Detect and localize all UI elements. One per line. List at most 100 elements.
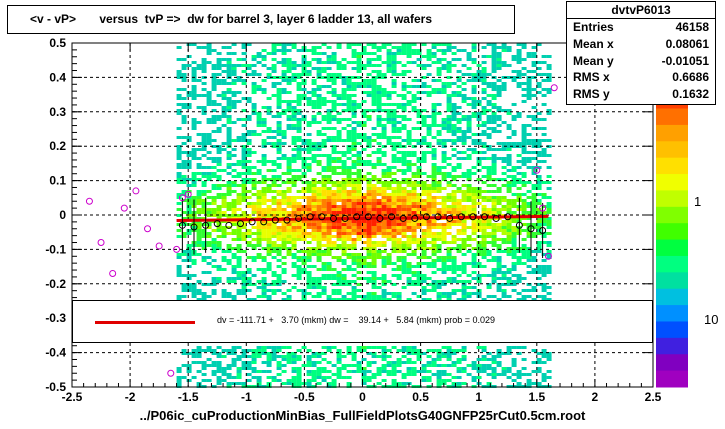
heat-cell <box>311 247 317 250</box>
heat-cell <box>471 292 477 295</box>
heat-cell <box>526 70 532 73</box>
heat-cell <box>236 202 242 205</box>
heat-cell <box>351 286 357 289</box>
heat-cell <box>406 118 412 121</box>
heat-cell <box>176 268 182 271</box>
heat-cell <box>311 286 317 289</box>
heat-cell <box>196 202 202 205</box>
heat-cell <box>351 232 357 235</box>
heat-cell <box>406 226 412 229</box>
heat-cell <box>361 148 367 151</box>
heat-cell <box>426 289 432 292</box>
heat-cell <box>381 250 387 253</box>
heat-cell <box>306 70 312 73</box>
heat-cell <box>351 370 357 373</box>
heat-cell <box>276 130 282 133</box>
heat-cell <box>421 190 427 193</box>
heat-cell <box>451 52 457 55</box>
heat-cell <box>261 163 267 166</box>
heat-cell <box>181 160 187 163</box>
heat-cell <box>486 175 492 178</box>
heat-cell <box>466 286 472 289</box>
heat-cell <box>281 211 287 214</box>
heat-cell <box>306 274 312 277</box>
heat-cell <box>491 61 497 64</box>
heat-cell <box>431 55 437 58</box>
heat-cell <box>516 172 522 175</box>
heat-cell <box>191 127 197 130</box>
heat-cell <box>501 283 507 286</box>
heat-cell <box>406 142 412 145</box>
heat-cell <box>371 52 377 55</box>
heat-cell <box>521 262 527 265</box>
heat-cell <box>531 139 537 142</box>
heat-cell <box>386 91 392 94</box>
heat-cell <box>446 211 452 214</box>
heat-cell <box>276 193 282 196</box>
heat-cell <box>396 181 402 184</box>
heat-cell <box>231 103 237 106</box>
heat-cell <box>306 184 312 187</box>
outer-point <box>144 225 152 233</box>
heat-cell <box>236 346 242 349</box>
heat-cell <box>471 220 477 223</box>
heat-cell <box>226 244 232 247</box>
heat-cell <box>451 82 457 85</box>
heat-cell <box>446 121 452 124</box>
heat-cell <box>201 361 207 364</box>
heat-cell <box>446 379 452 382</box>
heat-cell <box>216 364 222 367</box>
heat-cell <box>396 223 402 226</box>
heat-cell <box>471 166 477 169</box>
heat-cell <box>361 367 367 370</box>
heat-cell <box>241 361 247 364</box>
heat-cell <box>461 133 467 136</box>
heat-cell <box>251 370 257 373</box>
heat-cell <box>326 376 332 379</box>
heat-cell <box>461 190 467 193</box>
heat-cell <box>356 223 362 226</box>
heat-cell <box>291 247 297 250</box>
heat-cell <box>191 355 197 358</box>
heat-cell <box>491 256 497 259</box>
heat-cell <box>241 196 247 199</box>
heat-cell <box>271 223 277 226</box>
heat-cell <box>346 124 352 127</box>
heat-cell <box>331 103 337 106</box>
heat-cell <box>446 250 452 253</box>
heat-cell <box>256 202 262 205</box>
heat-cell <box>406 280 412 283</box>
heat-cell <box>451 220 457 223</box>
heat-cell <box>536 211 542 214</box>
heat-cell <box>266 205 272 208</box>
heat-cell <box>186 289 192 292</box>
heat-cell <box>181 232 187 235</box>
heat-cell <box>226 184 232 187</box>
heat-cell <box>291 355 297 358</box>
heat-cell <box>366 379 372 382</box>
heat-cell <box>541 223 547 226</box>
heat-cell <box>231 295 237 298</box>
heat-cell <box>246 235 252 238</box>
heat-cell <box>236 139 242 142</box>
heat-cell <box>401 46 407 49</box>
heat-cell <box>316 73 322 76</box>
fit-line-segment <box>176 214 549 223</box>
heat-cell <box>231 349 237 352</box>
heat-cell <box>311 58 317 61</box>
heat-cell <box>341 172 347 175</box>
heat-cell <box>546 286 552 289</box>
heat-cell <box>506 184 512 187</box>
heat-cell <box>261 190 267 193</box>
heat-cell <box>256 370 262 373</box>
heat-cell <box>271 163 277 166</box>
heat-cell <box>326 55 332 58</box>
heat-cell <box>321 154 327 157</box>
heat-cell <box>371 97 377 100</box>
heat-cell <box>521 175 527 178</box>
heat-cell <box>411 52 417 55</box>
heat-cell <box>446 115 452 118</box>
heat-cell <box>456 367 462 370</box>
heat-cell <box>211 103 217 106</box>
heat-cell <box>471 49 477 52</box>
